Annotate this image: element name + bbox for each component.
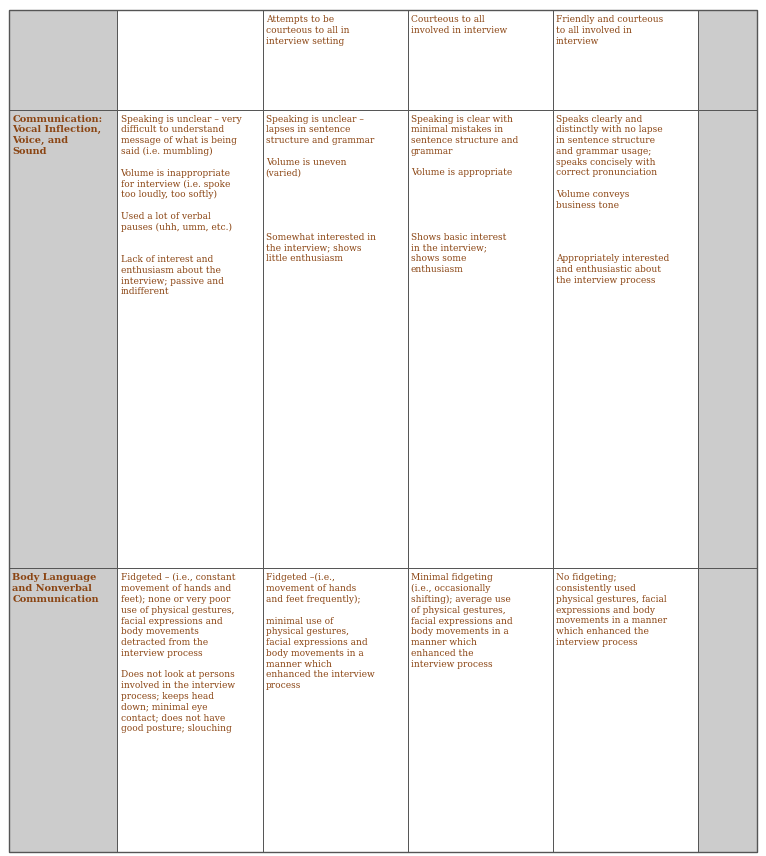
Bar [698,110,757,568]
Text: Speaking is unclear – very
difficult to understand
message of what is being
said: Speaking is unclear – very difficult to … [120,115,241,296]
Text: No fidgeting;
consistently used
physical gestures, facial
expressions and body
m: No fidgeting; consistently used physical… [556,574,667,647]
Bar [553,110,698,568]
Text: Minimal fidgeting
(i.e., occasionally
shifting); average use
of physical gesture: Minimal fidgeting (i.e., occasionally sh… [411,574,512,669]
Bar [408,10,553,110]
Bar [408,568,553,852]
Bar [263,568,408,852]
Bar [9,10,117,110]
Bar [117,10,263,110]
Text: Fidgeted –(i.e.,
movement of hands
and feet frequently);

minimal use of
physica: Fidgeted –(i.e., movement of hands and f… [266,574,375,690]
Text: Courteous to all
involved in interview: Courteous to all involved in interview [411,15,507,35]
Text: Fidgeted – (i.e., constant
movement of hands and
feet); none or very poor
use of: Fidgeted – (i.e., constant movement of h… [120,574,235,733]
Bar [698,10,757,110]
Text: Speaking is clear with
minimal mistakes in
sentence structure and
grammar

Volum: Speaking is clear with minimal mistakes … [411,115,518,274]
Bar [698,568,757,852]
Bar [9,568,117,852]
Bar [263,110,408,568]
Text: Attempts to be
courteous to all in
interview setting: Attempts to be courteous to all in inter… [266,15,349,46]
Bar [117,568,263,852]
Text: Speaks clearly and
distinctly with no lapse
in sentence structure
and grammar us: Speaks clearly and distinctly with no la… [556,115,669,285]
Text: Body Language
and Nonverbal
Communication: Body Language and Nonverbal Communicatio… [12,574,99,603]
Bar [553,10,698,110]
Bar [408,110,553,568]
Bar [553,568,698,852]
Bar [117,110,263,568]
Text: Speaking is unclear –
lapses in sentence
structure and grammar

Volume is uneven: Speaking is unclear – lapses in sentence… [266,115,375,264]
Bar [9,110,117,568]
Text: Friendly and courteous
to all involved in
interview: Friendly and courteous to all involved i… [556,15,663,46]
Text: Communication:
Vocal Inflection,
Voice, and
Sound: Communication: Vocal Inflection, Voice, … [12,115,103,156]
Bar [263,10,408,110]
